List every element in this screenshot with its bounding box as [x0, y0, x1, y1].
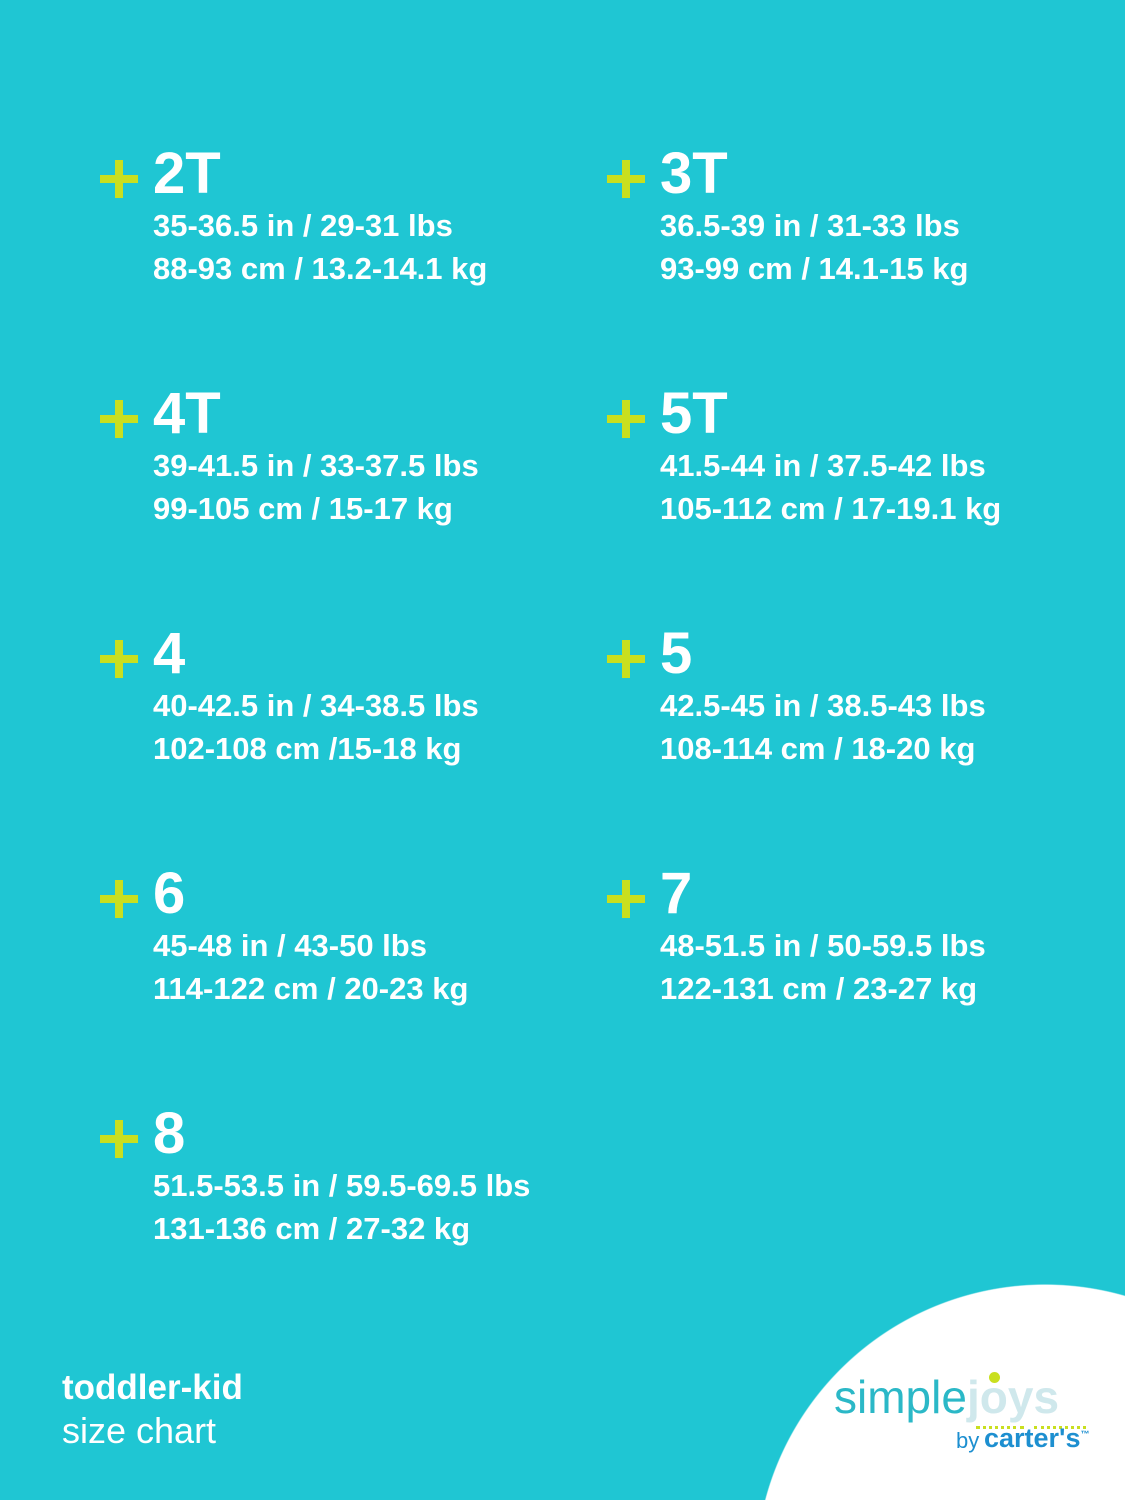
size-metric: 99-105 cm / 15-17 kg: [153, 491, 453, 526]
size-label: 2T: [153, 141, 221, 206]
size-metric: 114-122 cm / 20-23 kg: [153, 971, 469, 1006]
logo-simple: simple: [834, 1371, 967, 1423]
chart-subtitle: size chart: [62, 1410, 217, 1451]
size-entry: 8 51.5-53.5 in / 59.5-69.5 lbs 131-136 cm …: [100, 1101, 560, 1252]
logo-dots-icon: [1034, 1426, 1086, 1432]
size-entry: 4 40-42.5 in / 34-38.5 lbs 102-108 cm /15-…: [100, 621, 560, 772]
size-metric: 102-108 cm /15-18 kg: [153, 731, 462, 766]
size-entry: 5T 41.5-44 in / 37.5-42 lbs 105-112 cm / 1…: [607, 381, 1067, 532]
logo-tm: ™: [1080, 1429, 1090, 1439]
chart-title: toddler-kid: [62, 1368, 243, 1407]
size-imperial: 42.5-45 in / 38.5-43 lbs: [660, 688, 986, 723]
size-imperial: 35-36.5 in / 29-31 lbs: [153, 208, 453, 243]
logo-backdrop: [760, 1282, 1125, 1500]
size-entry: 2T 35-36.5 in / 29-31 lbs 88-93 cm / 13.2-…: [100, 141, 560, 292]
size-label: 4T: [153, 381, 221, 446]
size-entry: 4T 39-41.5 in / 33-37.5 lbs 99-105 cm / 15…: [100, 381, 560, 532]
logo-dot-icon: [989, 1372, 1000, 1383]
plus-icon: [100, 880, 138, 918]
size-label: 5T: [660, 381, 728, 446]
size-metric: 122-131 cm / 23-27 kg: [660, 971, 978, 1006]
size-metric: 108-114 cm / 18-20 kg: [660, 731, 976, 766]
size-metric: 93-99 cm / 14.1-15 kg: [660, 251, 969, 286]
brand-logo: simple joys by carter's™: [834, 1370, 1104, 1470]
logo-brand-name: carter's: [984, 1423, 1081, 1453]
logo-brand: carter's™: [984, 1423, 1090, 1454]
size-imperial: 40-42.5 in / 34-38.5 lbs: [153, 688, 479, 723]
size-metric: 131-136 cm / 27-32 kg: [153, 1211, 471, 1246]
logo-joys: joys: [967, 1371, 1060, 1423]
size-label: 5: [660, 621, 693, 686]
size-imperial: 36.5-39 in / 31-33 lbs: [660, 208, 960, 243]
size-entry: 6 45-48 in / 43-50 lbs 114-122 cm / 20-23 …: [100, 861, 560, 1012]
plus-icon: [607, 400, 645, 438]
plus-icon: [100, 640, 138, 678]
size-entry: 5 42.5-45 in / 38.5-43 lbs 108-114 cm / 18…: [607, 621, 1067, 772]
plus-icon: [607, 160, 645, 198]
size-label: 8: [153, 1101, 186, 1166]
size-label: 6: [153, 861, 186, 926]
size-entry: 3T 36.5-39 in / 31-33 lbs 93-99 cm / 14.1-…: [607, 141, 1067, 292]
size-metric: 105-112 cm / 17-19.1 kg: [660, 491, 1002, 526]
size-label: 7: [660, 861, 693, 926]
size-entry: 7 48-51.5 in / 50-59.5 lbs 122-131 cm / 23…: [607, 861, 1067, 1012]
size-imperial: 39-41.5 in / 33-37.5 lbs: [153, 448, 479, 483]
plus-icon: [607, 880, 645, 918]
size-metric: 88-93 cm / 13.2-14.1 kg: [153, 251, 488, 286]
plus-icon: [607, 640, 645, 678]
size-imperial: 45-48 in / 43-50 lbs: [153, 928, 427, 963]
size-imperial: 48-51.5 in / 50-59.5 lbs: [660, 928, 986, 963]
size-label: 4: [153, 621, 186, 686]
size-label: 3T: [660, 141, 728, 206]
size-imperial: 51.5-53.5 in / 59.5-69.5 lbs: [153, 1168, 531, 1203]
logo-by: by: [956, 1428, 980, 1453]
plus-icon: [100, 160, 138, 198]
logo-dots-icon: [976, 1426, 1024, 1432]
plus-icon: [100, 400, 138, 438]
size-imperial: 41.5-44 in / 37.5-42 lbs: [660, 448, 986, 483]
plus-icon: [100, 1120, 138, 1158]
